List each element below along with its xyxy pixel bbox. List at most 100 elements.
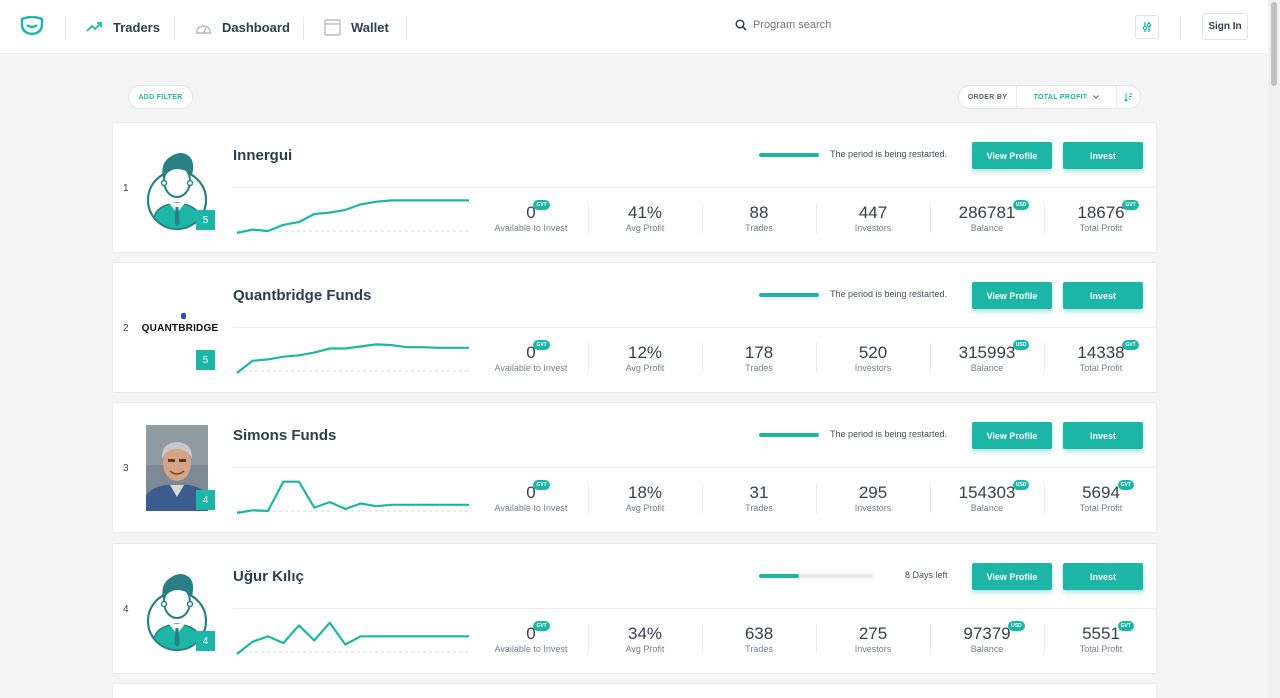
search-icon [735, 19, 747, 31]
currency-badge: GVT [1117, 480, 1134, 490]
stat-investors: 275 Investors [816, 624, 930, 654]
order-by-label: ORDER BY [959, 86, 1017, 108]
stat-value: 31 [749, 483, 769, 502]
stat-available: 0 GVT Available to Invest [474, 480, 588, 513]
card-divider [233, 327, 1158, 328]
stat-label: Trades [745, 363, 773, 373]
stat-total-profit: 18676 GVT Total Profit [1044, 200, 1158, 233]
stat-label: Avg Profit [625, 223, 665, 233]
sort-direction-button[interactable] [1117, 92, 1140, 102]
view-profile-button[interactable]: View Profile [972, 563, 1052, 590]
scrollbar-thumb[interactable] [1271, 2, 1277, 86]
stat-value: 638 [744, 624, 774, 643]
stat-value: 295 [858, 483, 888, 502]
settings-filter-button[interactable] [1135, 15, 1159, 39]
view-profile-button[interactable]: View Profile [972, 422, 1052, 449]
currency-badge: GVT [533, 480, 550, 490]
period-progress-bar [759, 153, 819, 157]
stat-label: Balance [970, 223, 1004, 233]
gauge-icon [195, 24, 212, 34]
stat-divider [702, 624, 703, 654]
trader-name[interactable]: Innergui [233, 147, 293, 164]
stat-label: Available to Invest [494, 363, 568, 373]
period-progress-fill [759, 574, 799, 578]
nav-divider [1180, 16, 1181, 40]
stat-divider [588, 624, 589, 654]
nav-item-wallet[interactable]: Wallet [324, 0, 389, 54]
invest-button[interactable]: Invest [1063, 142, 1143, 169]
profit-chart [236, 199, 469, 235]
stat-avg-profit: 41% Avg Profit [588, 203, 702, 233]
trader-card-partial [112, 683, 1157, 698]
view-profile-button[interactable]: View Profile [972, 142, 1052, 169]
search-input[interactable] [753, 19, 873, 31]
trader-card: 4 4 Uğur Kılıç 8 Days left View Profile Inves… [112, 543, 1158, 674]
stat-investors: 295 Investors [816, 483, 930, 513]
trader-name[interactable]: Simons Funds [233, 427, 337, 444]
nav-divider [65, 16, 66, 40]
stat-value: 18% [627, 483, 663, 502]
invest-button[interactable]: Invest [1063, 422, 1143, 449]
stat-avg-profit: 34% Avg Profit [588, 624, 702, 654]
trader-rank: 4 [123, 604, 129, 615]
stat-value: 0 [526, 203, 536, 222]
stat-available: 0 GVT Available to Invest [474, 340, 588, 373]
order-by-select[interactable]: TOTAL PROFIT [1017, 86, 1117, 108]
wallet-icon [324, 18, 341, 36]
stat-trades: 88 Trades [702, 203, 816, 233]
stat-trades: 31 Trades [702, 483, 816, 513]
stat-value: 12% [627, 343, 663, 362]
stat-divider [816, 483, 817, 513]
stat-divider [930, 343, 931, 373]
stat-balance: 154303 USD Balance [930, 480, 1044, 513]
stat-label: Total Profit [1079, 644, 1123, 654]
stat-trades: 638 Trades [702, 624, 816, 654]
stat-value: 0 [526, 624, 536, 643]
page-scrollbar[interactable] [1268, 0, 1280, 698]
stat-divider [702, 483, 703, 513]
nav-item-wallet-label: Wallet [351, 19, 389, 35]
trader-rank: 3 [123, 463, 129, 474]
stat-label: Trades [745, 223, 773, 233]
sign-in-button[interactable]: Sign In [1202, 13, 1248, 40]
stat-value: 34% [627, 624, 663, 643]
stat-value: 41% [627, 203, 663, 222]
currency-badge: GVT [533, 621, 550, 631]
period-status-text: The period is being restarted. [830, 149, 948, 159]
stat-value: 88 [749, 203, 769, 222]
view-profile-button[interactable]: View Profile [972, 282, 1052, 309]
add-filter-button[interactable]: ADD FILTER [128, 85, 193, 109]
trader-avatar[interactable] [146, 566, 208, 652]
sliders-icon [1142, 22, 1152, 32]
order-by-value: TOTAL PROFIT [1033, 93, 1088, 101]
trader-card: 2 QUANTBRIDGE 5 Quantbridge Funds The period… [112, 262, 1158, 393]
stat-label: Available to Invest [494, 644, 568, 654]
stat-divider [816, 624, 817, 654]
trader-avatar[interactable]: QUANTBRIDGE [142, 285, 218, 371]
invest-button[interactable]: Invest [1063, 282, 1143, 309]
stat-divider [816, 343, 817, 373]
trader-name[interactable]: Uğur Kılıç [233, 568, 304, 585]
trader-name[interactable]: Quantbridge Funds [233, 287, 372, 304]
trader-level-badge: 5 [196, 210, 215, 230]
trader-rank: 2 [123, 323, 129, 334]
nav-item-traders[interactable]: Traders [86, 0, 160, 54]
stat-label: Investors [854, 363, 892, 373]
nav-divider [303, 16, 304, 40]
stat-value: 520 [858, 343, 888, 362]
stat-avg-profit: 12% Avg Profit [588, 343, 702, 373]
logo-text: QUANTBRIDGE [141, 323, 219, 334]
nav-item-dashboard[interactable]: Dashboard [195, 0, 290, 54]
stat-divider [1044, 483, 1045, 513]
genesis-logo-icon[interactable] [20, 16, 44, 36]
trader-level-badge: 5 [196, 350, 215, 370]
sort-descending-icon [1124, 93, 1133, 102]
card-divider [233, 187, 1158, 188]
stat-available: 0 GVT Available to Invest [474, 621, 588, 654]
profit-chart [236, 621, 469, 655]
period-progress-fill [759, 153, 819, 157]
nav-divider [174, 16, 175, 40]
currency-badge: GVT [533, 340, 550, 350]
order-by-control: ORDER BY TOTAL PROFIT [958, 85, 1141, 109]
invest-button[interactable]: Invest [1063, 563, 1143, 590]
